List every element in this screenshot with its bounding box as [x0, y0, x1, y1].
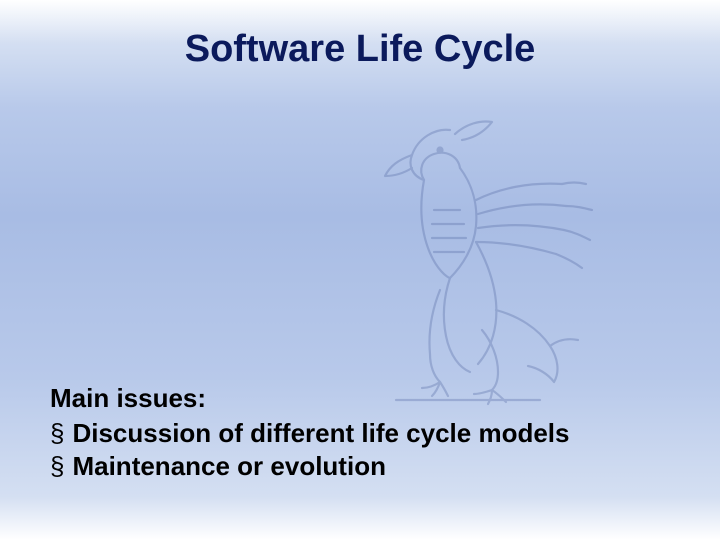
slide-title: Software Life Cycle	[50, 28, 670, 71]
slide: Software Life Cycle	[0, 0, 720, 540]
bullet-item: § Maintenance or evolution	[50, 451, 670, 482]
bullet-marker-icon: §	[50, 453, 64, 479]
content-block: Main issues: § Discussion of different l…	[50, 383, 670, 484]
main-issues-heading: Main issues:	[50, 383, 670, 414]
bullet-item: § Discussion of different life cycle mod…	[50, 418, 670, 449]
griffin-watermark	[300, 110, 630, 410]
bullet-marker-icon: §	[50, 420, 64, 446]
bullet-text: Discussion of different life cycle model…	[72, 418, 569, 449]
griffin-icon	[300, 110, 630, 410]
bullet-text: Maintenance or evolution	[72, 451, 386, 482]
